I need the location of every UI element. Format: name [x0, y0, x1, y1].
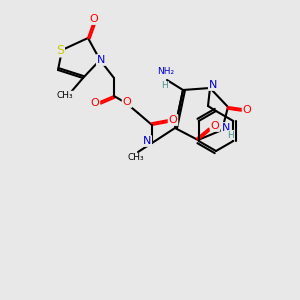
Text: N: N	[222, 123, 230, 133]
Text: O: O	[123, 97, 131, 107]
Text: N: N	[97, 55, 105, 65]
Text: O: O	[91, 98, 99, 108]
Text: O: O	[243, 105, 251, 115]
Text: N: N	[209, 80, 217, 90]
Text: S: S	[56, 44, 64, 56]
Text: H: H	[162, 82, 168, 91]
Text: H: H	[228, 130, 234, 140]
Text: O: O	[90, 14, 98, 24]
Text: N: N	[143, 136, 151, 146]
Text: NH₂: NH₂	[158, 68, 175, 76]
Text: O: O	[211, 121, 219, 131]
Text: O: O	[169, 115, 177, 125]
Text: CH₃: CH₃	[128, 154, 144, 163]
Text: CH₃: CH₃	[57, 92, 73, 100]
